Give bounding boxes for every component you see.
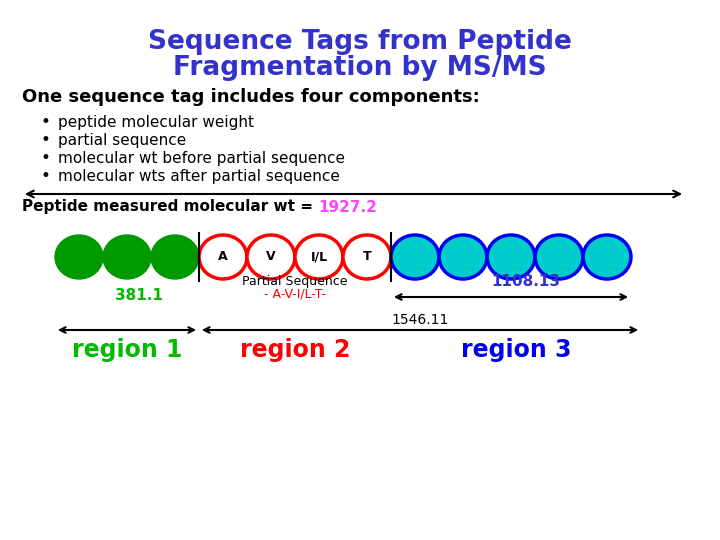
Text: peptide molecular weight: peptide molecular weight bbox=[58, 114, 264, 130]
Ellipse shape bbox=[103, 235, 151, 279]
Text: molecular wts after partial sequence: molecular wts after partial sequence bbox=[58, 168, 345, 184]
Text: •: • bbox=[40, 167, 50, 185]
Text: T: T bbox=[363, 251, 372, 264]
Text: •: • bbox=[40, 131, 50, 149]
Text: •: • bbox=[40, 149, 50, 167]
Text: Fragmentation by MS/MS: Fragmentation by MS/MS bbox=[174, 55, 546, 81]
Text: 1108.13: 1108.13 bbox=[492, 274, 560, 289]
Ellipse shape bbox=[439, 235, 487, 279]
Text: Peptide measured molecular wt =: Peptide measured molecular wt = bbox=[22, 199, 318, 214]
Ellipse shape bbox=[295, 235, 343, 279]
Ellipse shape bbox=[343, 235, 391, 279]
Text: region 3: region 3 bbox=[461, 338, 571, 362]
Text: 1927.2: 1927.2 bbox=[318, 199, 377, 214]
Text: 381.1: 381.1 bbox=[115, 287, 163, 302]
Ellipse shape bbox=[583, 235, 631, 279]
Ellipse shape bbox=[247, 235, 295, 279]
Ellipse shape bbox=[535, 235, 583, 279]
Text: region 2: region 2 bbox=[240, 338, 350, 362]
Ellipse shape bbox=[391, 235, 439, 279]
Ellipse shape bbox=[55, 235, 103, 279]
Text: •: • bbox=[40, 113, 50, 131]
Text: 1546.11: 1546.11 bbox=[391, 313, 449, 327]
Text: partial sequence: partial sequence bbox=[58, 132, 191, 147]
Text: Partial Sequence: Partial Sequence bbox=[242, 275, 348, 288]
Text: Sequence Tags from Peptide: Sequence Tags from Peptide bbox=[148, 29, 572, 55]
Text: region 1: region 1 bbox=[72, 338, 182, 362]
Ellipse shape bbox=[151, 235, 199, 279]
Text: One sequence tag includes four components:: One sequence tag includes four component… bbox=[22, 88, 480, 106]
Ellipse shape bbox=[487, 235, 535, 279]
Text: I/L: I/L bbox=[310, 251, 328, 264]
Text: molecular wt before partial sequence: molecular wt before partial sequence bbox=[58, 151, 350, 165]
Text: V: V bbox=[266, 251, 276, 264]
Ellipse shape bbox=[199, 235, 247, 279]
Text: A: A bbox=[218, 251, 228, 264]
Text: - A-V-I/L-T-: - A-V-I/L-T- bbox=[264, 287, 326, 300]
